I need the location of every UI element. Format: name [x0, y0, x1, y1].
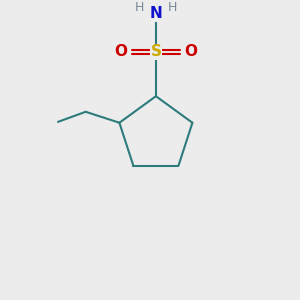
Text: S: S	[150, 44, 161, 59]
Text: H: H	[167, 1, 177, 13]
Text: H: H	[135, 1, 144, 13]
Text: O: O	[115, 44, 128, 59]
Text: N: N	[149, 6, 162, 21]
Text: O: O	[184, 44, 197, 59]
